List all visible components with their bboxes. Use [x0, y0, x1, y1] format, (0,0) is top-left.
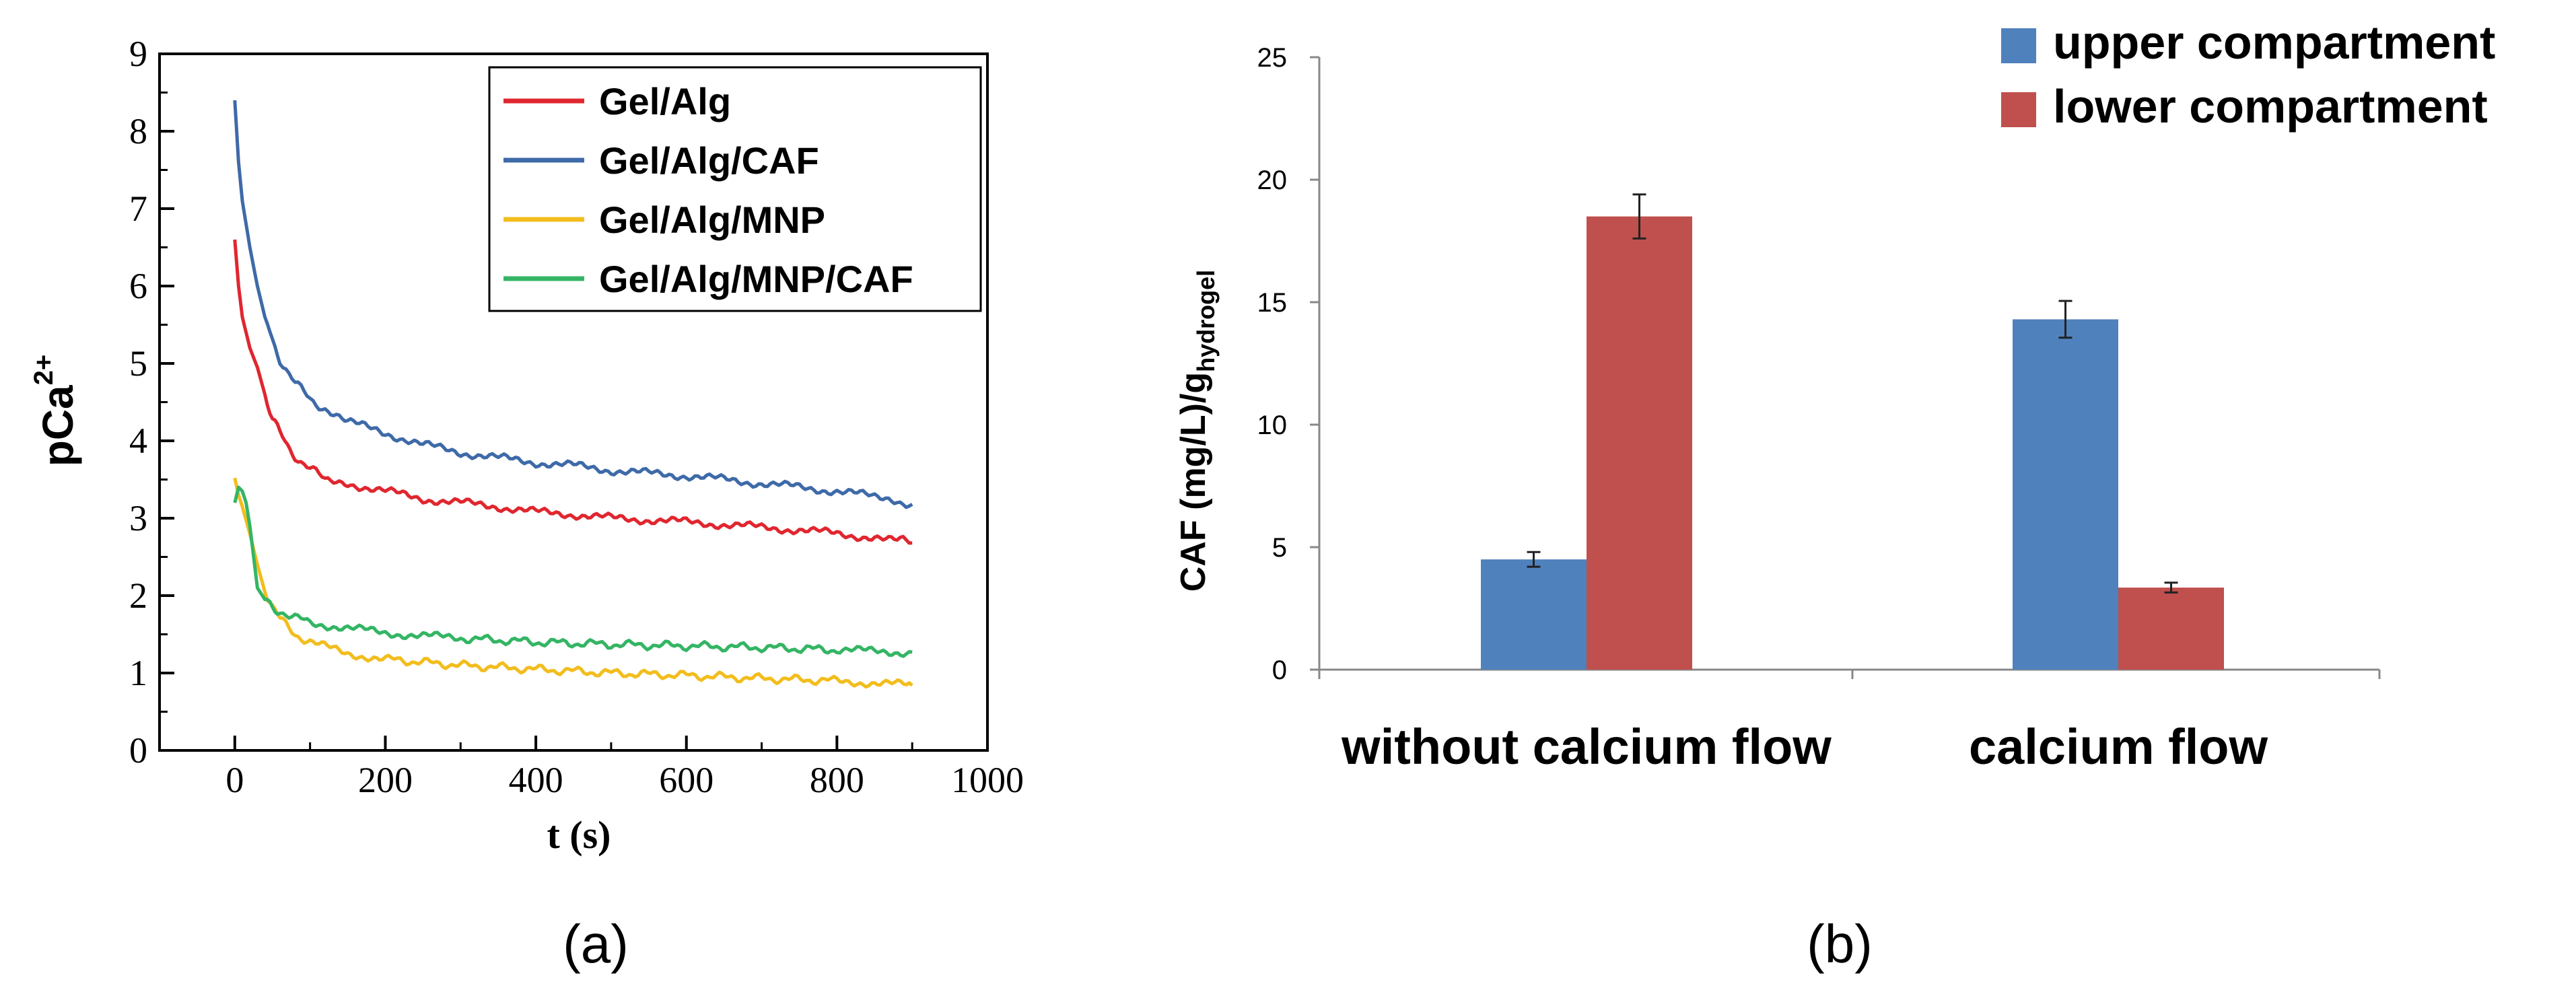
bar-lower-compartment [1587, 216, 1692, 670]
axes-b: 0 5 10 15 20 25 without calcium flow calcium fl… [1257, 43, 2381, 775]
y-axis-label-b: CAF (mg/L)/ghydrogel [1174, 270, 1220, 592]
legend-label-a: Gel/Alg/CAF [599, 139, 819, 182]
panel-label-a: (a) [563, 914, 629, 974]
series-lines-a [233, 100, 913, 689]
svg-text:CAF (mg/L)/ghydrogel: CAF (mg/L)/ghydrogel [1174, 270, 1220, 592]
category-label-b: calcium flow [1969, 719, 2268, 775]
y-tick-label-b: 5 [1272, 533, 1287, 563]
category-label-b: without calcium flow [1341, 719, 1832, 775]
legend-a: Gel/Alg Gel/Alg/CAF Gel/Alg/MNP Gel/Alg/MNP… [488, 66, 982, 312]
legend-box-a [488, 66, 982, 312]
bar-chart-panel-b: 0 5 10 15 20 25 without calcium flow calcium fl… [1174, 16, 2495, 974]
x-tick-label-a: 0 [225, 760, 244, 800]
y-tick-label-a: 3 [129, 498, 147, 538]
legend-label-a: Gel/Alg/MNP/CAF [599, 258, 913, 300]
y-tick-label-a: 8 [129, 111, 147, 151]
y-axis-label-base-a: pCa [34, 385, 82, 466]
legend-label-a: Gel/Alg [599, 80, 731, 122]
y-tick-label-b: 15 [1257, 288, 1288, 318]
x-tick-label-a: 800 [810, 760, 864, 800]
y-tick-label-b: 10 [1257, 411, 1288, 440]
x-tick-label-a: 400 [509, 760, 563, 800]
y-tick-label-a: 2 [129, 575, 147, 616]
bar-lower-compartment [2118, 588, 2224, 670]
x-tick-label-a: 600 [659, 760, 713, 800]
y-tick-label-a: 0 [129, 730, 147, 771]
y-tick-label-a: 5 [129, 343, 147, 384]
bar-upper-compartment [1481, 559, 1587, 670]
series-line-gel-alg-mnp-caf [233, 485, 913, 658]
legend-label-b: upper compartment [2053, 16, 2495, 69]
bars-b [1481, 193, 2224, 670]
y-axis-label-sup-a: 2+ [29, 355, 59, 386]
x-axis-label-a: t (s) [547, 813, 611, 857]
y-tick-label-b: 20 [1257, 166, 1288, 195]
y-tick-label-a: 6 [129, 266, 147, 306]
bar-upper-compartment [2013, 319, 2118, 670]
y-axis-label-sub-b: hydrogel [1192, 270, 1220, 372]
x-tick-label-a: 1000 [951, 760, 1024, 800]
y-tick-label-b: 25 [1257, 43, 1288, 73]
y-tick-label-a: 4 [129, 421, 147, 461]
series-line-gel-alg-caf [233, 100, 913, 509]
legend-label-a: Gel/Alg/MNP [599, 199, 825, 241]
y-tick-label-a: 1 [129, 653, 147, 693]
y-axis-label-main-b: CAF (mg/L)/g [1174, 372, 1213, 592]
series-line-gel-alg-mnp [233, 477, 913, 689]
axes-a: 0 200 400 600 800 1000 0 1 2 3 4 5 6 7 8 9 [129, 34, 1024, 800]
y-tick-label-b: 0 [1272, 656, 1287, 685]
legend-swatch-b [2001, 92, 2036, 127]
y-tick-label-a: 7 [129, 188, 147, 229]
x-tick-label-a: 200 [358, 760, 413, 800]
panel-label-b: (b) [1807, 914, 1873, 974]
legend-label-b: lower compartment [2053, 80, 2488, 133]
legend-b: upper compartment lower compartment [2001, 16, 2495, 133]
svg-text:pCa2+: pCa2+ [29, 355, 82, 467]
y-tick-label-a: 9 [129, 34, 147, 74]
series-line-gel-alg [233, 239, 913, 545]
y-axis-label-a: pCa2+ [29, 355, 82, 467]
legend-swatch-b [2001, 28, 2036, 63]
